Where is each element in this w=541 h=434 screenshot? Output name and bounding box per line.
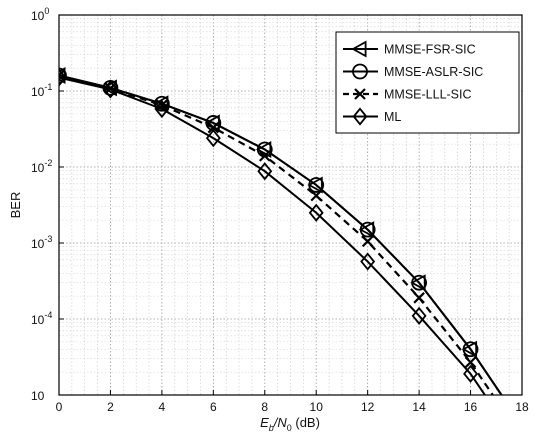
point-mmse-fsr-sic: [461, 340, 478, 358]
series-line-mmse-lll-sic: [59, 74, 495, 395]
legend-item-mmse-fsr-sic: MMSE-FSR-SIC: [343, 40, 476, 58]
ticks: 0 2 4 6 8 10 12 14 16 18 100 10-1 10-2 10-3 10-4 10: [31, 6, 529, 414]
series-ml: [59, 68, 487, 395]
x-tick-label: 8: [261, 400, 268, 414]
point-ml: [463, 364, 479, 383]
point-ml: [59, 68, 67, 87]
point-mmse-aslr-sic: [59, 67, 67, 84]
legend-item-mmse-lll-sic: MMSE-LLL-SIC: [343, 88, 472, 102]
y-tick-label: 10-3: [31, 234, 52, 251]
x-tick-label: 14: [412, 400, 426, 414]
legend-marker: [352, 63, 368, 80]
legend-marker: [354, 88, 366, 100]
plot-frame: [58, 14, 523, 396]
legend-marker: [352, 107, 368, 126]
point-ml: [205, 128, 221, 148]
point-mmse-lll-sic: [310, 189, 322, 202]
y-tick-label: 10-4: [31, 310, 52, 327]
legend: MMSE-FSR-SIC MMSE-ASLR-SIC MMSE-LLL-SIC ML: [335, 31, 520, 134]
point-mmse-aslr-sic: [308, 177, 325, 193]
point-mmse-aslr-sic: [359, 221, 376, 238]
point-ml: [308, 203, 324, 222]
x-tick-label: 2: [107, 400, 114, 414]
x-tick-label: 0: [56, 400, 63, 414]
legend-label: MMSE-FSR-SIC: [384, 43, 476, 57]
point-ml: [411, 306, 427, 325]
x-tick-label: 10: [310, 400, 324, 414]
x-tick-label: 6: [210, 400, 217, 414]
series-line-ml: [59, 76, 487, 395]
legend-label: MMSE-ASLR-SIC: [384, 65, 483, 79]
point-ml: [102, 80, 118, 99]
point-mmse-lll-sic: [413, 292, 425, 304]
point-ml: [257, 162, 273, 181]
legend-label: ML: [384, 110, 401, 124]
point-mmse-aslr-sic: [411, 274, 428, 291]
point-ml: [154, 99, 170, 119]
legend-label: MMSE-LLL-SIC: [384, 88, 472, 102]
series-group: [59, 66, 503, 395]
y-tick-label: 100: [31, 6, 49, 23]
x-axis-title: Eb/N0 (dB): [260, 415, 320, 433]
x-tick-label: 4: [159, 400, 166, 414]
y-tick-label: 10-1: [31, 82, 52, 99]
point-mmse-aslr-sic: [462, 341, 479, 358]
point-mmse-fsr-sic: [410, 274, 426, 292]
x-tick-label: 16: [464, 400, 478, 414]
point-mmse-fsr-sic: [307, 176, 323, 194]
point-mmse-lll-sic: [361, 235, 374, 248]
legend-marker: [351, 40, 367, 58]
y-tick-label: 10-2: [31, 158, 52, 175]
x-tick-label: 18: [515, 400, 529, 414]
point-ml: [360, 252, 376, 271]
legend-item-ml: ML: [343, 107, 401, 126]
legend-item-mmse-aslr-sic: MMSE-ASLR-SIC: [343, 63, 483, 80]
series-line-mmse-aslr-sic: [59, 74, 503, 395]
point-mmse-lll-sic: [259, 150, 271, 162]
point-mmse-lll-sic: [207, 121, 220, 134]
point-mmse-fsr-sic: [358, 221, 375, 239]
y-tick-label: 10: [31, 389, 45, 403]
point-mmse-fsr-sic: [255, 140, 272, 159]
point-mmse-lll-sic: [464, 356, 477, 368]
y-axis-title: BER: [8, 192, 23, 219]
x-tick-label: 12: [361, 400, 375, 414]
